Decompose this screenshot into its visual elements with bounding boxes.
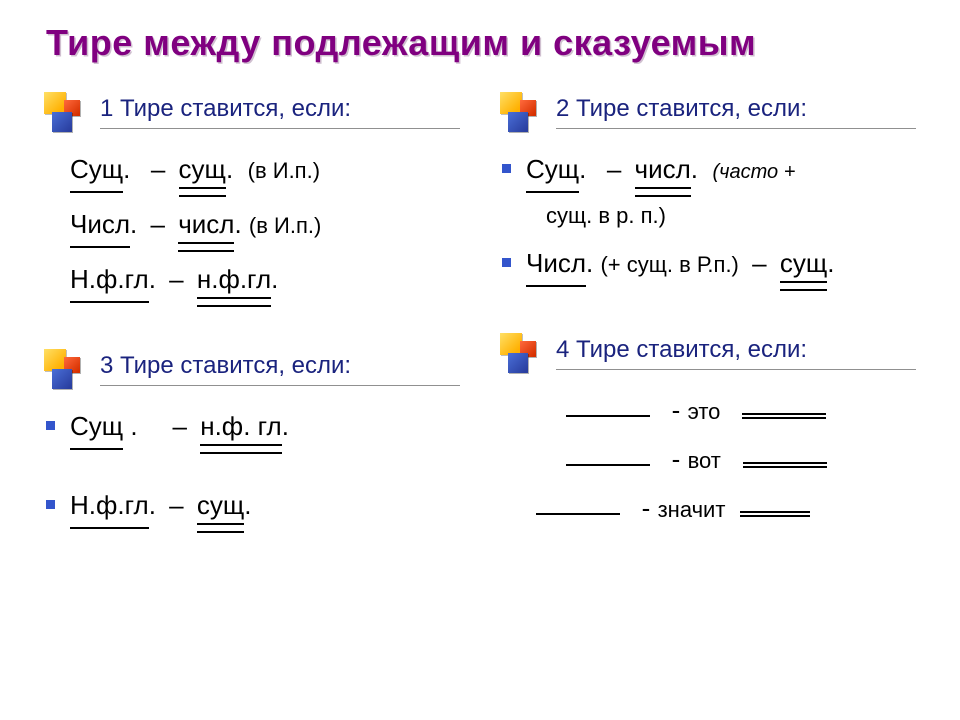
rule-line: Сущ. – сущ. (в И.п.) — [44, 150, 460, 195]
predicate-term: числ — [635, 150, 691, 195]
bullet-icon — [46, 421, 55, 430]
bullet-icon — [502, 164, 511, 173]
subject-term: Числ — [70, 205, 130, 246]
predicate-line — [742, 413, 826, 419]
predicate-term: сущ — [780, 244, 827, 289]
predicate-term: н.ф.гл — [197, 260, 271, 305]
hyphen: - — [672, 395, 681, 425]
bullet-icon — [502, 258, 511, 267]
subject-term: Числ — [526, 244, 586, 285]
header-marker-icon — [44, 92, 88, 130]
subject-line — [566, 415, 650, 417]
note: (+ сущ. в Р.п.) — [600, 252, 738, 277]
predicate-term: н.ф. гл — [200, 407, 282, 452]
section-4: 4 Тире ставится, если: - это - вот — [500, 333, 916, 528]
section-4-title: 4 Тире ставится, если: — [556, 333, 916, 370]
section-2-header: 2 Тире ставится, если: — [500, 92, 916, 136]
subject-term: Сущ — [70, 407, 123, 448]
predicate-term: числ — [178, 205, 234, 250]
rule-line: - значит — [510, 489, 916, 528]
subject-term: Сущ — [70, 150, 123, 191]
section-3-title: 3 Тире ставится, если: — [100, 349, 460, 386]
column-right: 2 Тире ставится, если: Сущ. – числ. (час… — [500, 92, 916, 575]
column-left: 1 Тире ставится, если: Сущ. – сущ. (в И.… — [44, 92, 460, 575]
section-2-items: Сущ. – числ. (часто + сущ. в р. п.) Числ… — [500, 150, 916, 289]
section-1-header: 1 Тире ставится, если: — [44, 92, 460, 136]
note: (часто + — [712, 161, 795, 183]
section-3: 3 Тире ставится, если: Сущ . – н.ф. гл. … — [44, 349, 460, 531]
header-marker-icon — [500, 333, 544, 371]
content-columns: 1 Тире ставится, если: Сущ. – сущ. (в И.… — [44, 92, 916, 575]
section-3-header: 3 Тире ставится, если: — [44, 349, 460, 393]
predicate-line — [743, 462, 827, 468]
subject-term: Сущ — [526, 150, 579, 191]
hyphen: - — [642, 493, 651, 523]
section-1-items: Сущ. – сущ. (в И.п.) Числ. – числ. (в И.… — [44, 150, 460, 305]
dash: – — [163, 260, 189, 299]
linker-word: значит — [658, 497, 726, 522]
linker-word: это — [688, 399, 721, 424]
bullet-icon — [46, 500, 55, 509]
predicate-term: сущ — [179, 150, 226, 195]
dash: – — [145, 150, 171, 189]
rule-line: Числ. (+ сущ. в Р.п.) – сущ. — [500, 244, 916, 289]
rule-line: Н.ф.гл. – сущ. — [44, 486, 460, 531]
dash: – — [746, 244, 772, 283]
header-marker-icon — [500, 92, 544, 130]
rule-line: Числ. – числ. (в И.п.) — [44, 205, 460, 250]
subject-line — [566, 464, 650, 466]
section-4-items: - это - вот - значит — [500, 391, 916, 528]
predicate-line — [740, 511, 810, 517]
section-2: 2 Тире ставится, если: Сущ. – числ. (час… — [500, 92, 916, 289]
rule-line: Сущ. – числ. (часто + сущ. в р. п.) — [500, 150, 916, 234]
section-3-items: Сущ . – н.ф. гл. Н.ф.гл. – сущ. — [44, 407, 460, 531]
subject-term: Н.ф.гл — [70, 260, 149, 301]
slide: Тире между подлежащим и сказуемым 1 Тире… — [0, 0, 960, 720]
section-1: 1 Тире ставится, если: Сущ. – сущ. (в И.… — [44, 92, 460, 305]
note-continued: сущ. в р. п.) — [526, 203, 666, 228]
hyphen: - — [672, 444, 681, 474]
note: (в И.п.) — [249, 213, 321, 238]
linker-word: вот — [688, 448, 721, 473]
section-2-title: 2 Тире ставится, если: — [556, 92, 916, 129]
rule-line: - вот — [540, 440, 916, 479]
header-marker-icon — [44, 349, 88, 387]
rule-line: Сущ . – н.ф. гл. — [44, 407, 460, 452]
rule-line: - это — [540, 391, 916, 430]
dash: – — [601, 150, 627, 189]
section-4-header: 4 Тире ставится, если: — [500, 333, 916, 377]
subject-term: Н.ф.гл — [70, 486, 149, 527]
slide-title: Тире между подлежащим и сказуемым — [46, 22, 916, 64]
dash: – — [167, 407, 193, 446]
rule-line: Н.ф.гл. – н.ф.гл. — [44, 260, 460, 305]
subject-line — [536, 513, 620, 515]
note: (в И.п.) — [248, 158, 320, 183]
dash: – — [163, 486, 189, 525]
section-1-title: 1 Тире ставится, если: — [100, 92, 460, 129]
predicate-term: сущ — [197, 486, 244, 531]
dash: – — [144, 205, 170, 244]
